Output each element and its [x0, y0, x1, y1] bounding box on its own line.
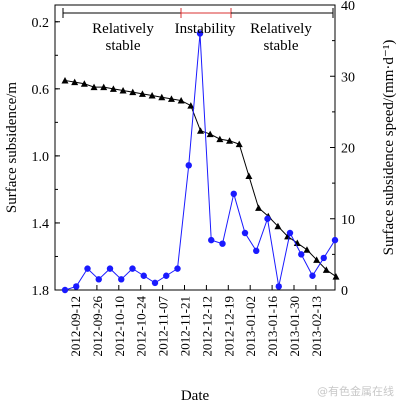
speed-point	[264, 215, 271, 222]
subsidence-point	[235, 140, 243, 148]
right-tick-label: 30	[341, 70, 355, 85]
x-tick-label: 2012-10-10	[112, 296, 127, 357]
x-tick-label: 2013-01-30	[287, 296, 302, 357]
speed-point	[95, 276, 102, 283]
x-axis-title: Date	[181, 388, 210, 403]
speed-line	[64, 33, 336, 291]
left-tick-label: 0.2	[32, 16, 50, 31]
subsidence-line	[64, 79, 337, 277]
right-tick-label: 10	[341, 213, 355, 228]
subsidence-point	[322, 266, 330, 273]
left-tick-label: 1.0	[32, 150, 50, 165]
speed-point	[320, 254, 327, 262]
speed-point	[309, 272, 316, 279]
region-label: Relatively	[250, 21, 312, 37]
speed-point	[140, 272, 147, 279]
x-tick-label: 2012-12-19	[221, 296, 236, 357]
speed-point	[129, 265, 136, 272]
left-tick-label: 1.8	[32, 284, 50, 299]
right-tick-label: 40	[341, 0, 355, 14]
subsidence-point	[119, 87, 127, 94]
x-tick-label: 2013-01-02	[243, 296, 258, 357]
x-tick-label: 2012-12-12	[199, 296, 214, 357]
subsidence-point	[313, 256, 321, 263]
speed-point	[196, 30, 204, 37]
x-tick-label: 2012-11-21	[178, 296, 193, 356]
subsidence-point	[167, 95, 175, 102]
subsidence-point	[274, 222, 282, 230]
x-tick-label: 2012-10-24	[134, 296, 149, 357]
subsidence-point	[138, 90, 146, 97]
speed-point	[118, 276, 125, 283]
subsidence-point	[129, 88, 137, 96]
speed-point	[106, 265, 114, 272]
left-tick-label: 1.4	[32, 217, 50, 232]
speed-point	[151, 279, 159, 287]
subsidence-point	[216, 135, 224, 143]
speed-point	[185, 162, 192, 169]
region-label: stable	[264, 38, 299, 54]
x-tick-label: 2012-09-12	[68, 296, 83, 357]
subsidence-point	[255, 204, 263, 211]
speed-point	[219, 240, 226, 247]
speed-point	[174, 265, 181, 272]
subsidence-point	[71, 78, 79, 86]
subsidence-point	[303, 246, 311, 253]
subsidence-point	[245, 172, 253, 179]
region-label: Instability	[175, 21, 236, 37]
watermark: @有色金属在线	[317, 385, 394, 398]
speed-point	[61, 286, 69, 294]
speed-point	[298, 251, 305, 258]
region-label: stable	[106, 38, 141, 54]
speed-point	[73, 283, 80, 290]
speed-point	[241, 229, 249, 237]
subsidence-point	[90, 83, 98, 91]
subsidence-point	[158, 93, 166, 101]
subsidence-point	[109, 85, 117, 92]
subsidence-point	[332, 273, 340, 280]
x-tick-label: 2012-11-07	[156, 296, 171, 357]
subsidence-point	[197, 127, 204, 134]
speed-point	[84, 265, 91, 272]
speed-point	[286, 229, 294, 237]
subsidence-point	[206, 130, 214, 138]
subsidence-point	[80, 80, 88, 87]
left-axis-title: Surface subsidence/m	[4, 82, 20, 214]
x-tick-label: 2013-02-13	[309, 296, 324, 357]
subsidence-point	[187, 102, 195, 109]
right-axis-title: Surface subsidence speed/(mm·d⁻¹)	[381, 40, 397, 256]
subsidence-point	[61, 76, 69, 84]
right-tick-label: 20	[341, 142, 355, 157]
speed-point	[253, 247, 260, 255]
right-tick-label: 0	[341, 284, 348, 299]
x-tick-label: 2012-09-26	[90, 296, 105, 357]
speed-point	[163, 272, 170, 279]
speed-point	[208, 236, 215, 244]
subsidence-point	[148, 92, 156, 99]
region-label: Relatively	[92, 21, 154, 37]
speed-point	[230, 190, 237, 198]
speed-point	[275, 283, 282, 290]
subsidence-point	[100, 83, 108, 91]
speed-point	[331, 236, 339, 244]
subsidence-point	[177, 97, 185, 104]
x-tick-label: 2013-01-16	[265, 296, 280, 357]
subsidence-point	[226, 137, 234, 144]
left-tick-label: 0.6	[32, 83, 50, 98]
